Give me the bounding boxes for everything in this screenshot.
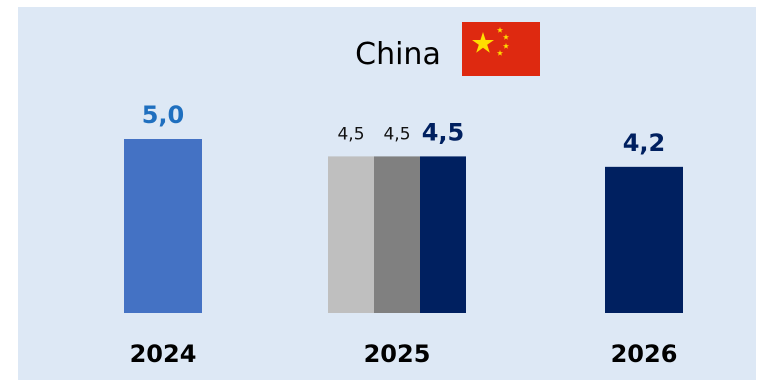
x-tick-label-2026: 2026 [611,340,678,368]
x-tick-label-2024: 2024 [130,340,197,368]
bar-2025-2 [374,156,420,313]
data-label-2025-2: 4,5 [383,124,410,144]
data-label-2026-1: 4,2 [623,129,666,157]
x-tick-label-2025: 2025 [364,340,431,368]
bar-2026-1 [605,166,683,313]
chart-title: China [355,37,441,72]
data-label-2025-3: 4,5 [422,118,465,146]
bar-2024-1 [124,139,202,313]
bar-chart: China 5,0 4,5 4,5 4,5 4,2 2024 2025 2026 [124,22,683,368]
x-axis-labels: 2024 2025 2026 [130,340,678,368]
data-label-2025-1: 4,5 [337,124,364,144]
bar-2025-3 [420,156,466,313]
bars-group [124,139,683,313]
bar-2025-1 [328,156,374,313]
china-flag-icon [462,22,540,76]
chart-panel: China 5,0 4,5 4,5 4,5 4,2 2024 2025 2026 [18,7,756,380]
data-label-2024-1: 5,0 [142,101,185,129]
data-labels-group: 5,0 4,5 4,5 4,5 4,2 [142,101,666,157]
